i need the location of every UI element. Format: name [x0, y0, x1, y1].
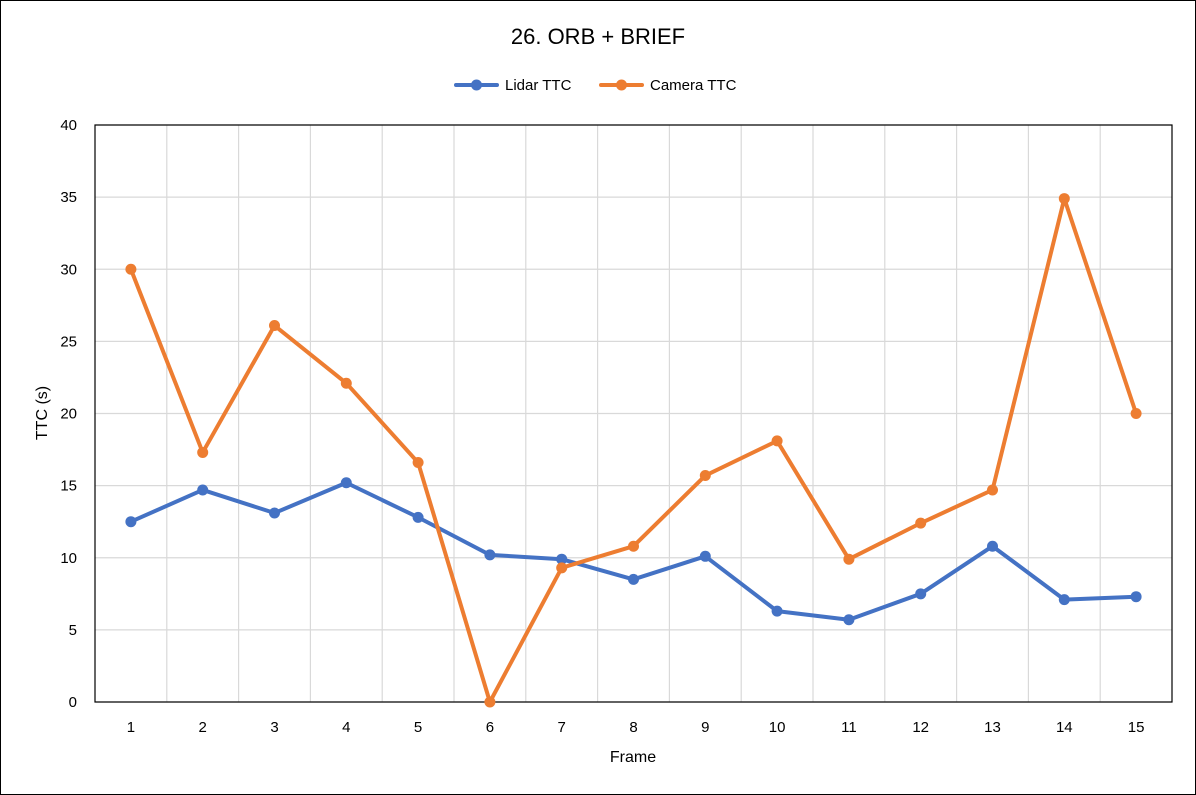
data-point — [628, 540, 639, 552]
series-lidar-ttc — [125, 477, 1142, 626]
x-tick-label: 5 — [414, 719, 422, 736]
x-tick-label: 15 — [1128, 719, 1145, 736]
legend-item: Lidar TTC — [454, 77, 572, 94]
y-tick-label: 5 — [69, 622, 77, 639]
data-point — [340, 477, 352, 489]
x-tick-label: 6 — [486, 719, 494, 736]
series-camera-ttc — [125, 193, 1142, 708]
y-tick-label: 0 — [69, 694, 77, 711]
data-point — [197, 446, 209, 458]
data-point — [771, 435, 783, 447]
data-point — [484, 549, 496, 561]
y-tick-label: 40 — [60, 117, 77, 134]
data-point — [771, 605, 783, 617]
data-point — [1058, 594, 1070, 606]
data-point — [699, 550, 711, 562]
legend-item: Camera TTC — [599, 77, 737, 94]
x-tick-label: 10 — [769, 719, 786, 736]
series-layer — [125, 193, 1142, 708]
data-point — [125, 263, 137, 275]
data-point — [556, 553, 568, 565]
chart-title: 26. ORB + BRIEF — [511, 24, 685, 49]
data-point — [269, 320, 280, 332]
data-point — [340, 377, 352, 389]
data-point — [269, 507, 280, 519]
data-point — [915, 588, 927, 600]
data-point — [1058, 193, 1070, 205]
legend: Lidar TTC Camera TTC — [454, 77, 737, 94]
data-point — [843, 553, 855, 565]
x-axis-label: Frame — [610, 749, 656, 766]
legend-label: Camera TTC — [650, 77, 737, 94]
x-tick-label: 11 — [841, 719, 857, 736]
y-tick-label: 25 — [60, 333, 77, 350]
data-point — [412, 511, 424, 523]
x-tick-label: 1 — [127, 719, 135, 736]
data-point — [628, 573, 639, 585]
data-point — [412, 457, 424, 469]
legend-label: Lidar TTC — [505, 77, 572, 94]
data-point — [125, 516, 137, 528]
data-point — [843, 614, 855, 626]
data-point — [915, 517, 927, 529]
x-tick-label: 3 — [270, 719, 278, 736]
legend-marker — [471, 79, 482, 91]
plot-area — [94, 124, 1173, 703]
data-point — [699, 470, 711, 482]
y-tick-label: 20 — [60, 406, 77, 423]
y-axis-label: TTC (s) — [34, 386, 51, 440]
x-tick-label: 13 — [984, 719, 1001, 736]
x-tick-label: 9 — [701, 719, 709, 736]
x-tick-label: 14 — [1056, 719, 1073, 736]
series-line — [128, 196, 1139, 704]
x-tick-label: 8 — [629, 719, 637, 736]
legend-marker — [616, 79, 627, 91]
data-point — [987, 540, 998, 552]
y-axis-ticks: 0 5 10 15 20 25 30 35 40 — [60, 117, 77, 711]
x-tick-label: 4 — [342, 719, 350, 736]
data-point — [484, 696, 496, 708]
data-point — [987, 484, 998, 496]
y-tick-label: 30 — [60, 261, 77, 278]
x-tick-label: 7 — [558, 719, 566, 736]
y-tick-label: 15 — [60, 478, 77, 495]
y-tick-label: 10 — [60, 550, 77, 567]
x-tick-label: 12 — [912, 719, 929, 736]
x-tick-label: 2 — [199, 719, 207, 736]
data-point — [197, 484, 209, 496]
y-tick-label: 35 — [60, 189, 77, 206]
data-point — [556, 562, 568, 574]
data-point — [1130, 408, 1142, 419]
x-axis-ticks: 1 2 3 4 5 6 7 8 9 10 11 12 13 14 15 — [127, 719, 1145, 736]
data-point — [1130, 591, 1142, 603]
